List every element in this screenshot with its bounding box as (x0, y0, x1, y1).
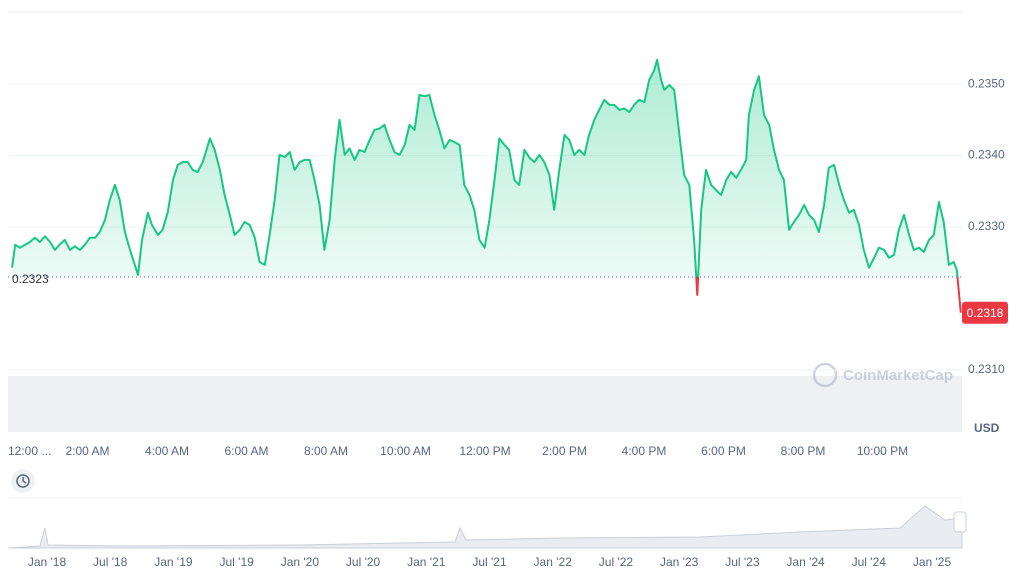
navigator-label: Jul '23 (725, 555, 760, 569)
navigator-label: Jan '20 (281, 555, 320, 569)
price-line (11, 58, 959, 277)
reference-label: 0.2323 (12, 272, 49, 286)
navigator-label: Jul '20 (346, 555, 381, 569)
navigator-overview (7, 505, 963, 549)
x-tick-label: 8:00 AM (304, 444, 348, 458)
y-tick-label: 0.2310 (968, 362, 1005, 376)
x-tick-label: 4:00 AM (145, 444, 189, 458)
y-tick-label: 0.2330 (968, 219, 1005, 233)
navigator-label: Jul '19 (219, 555, 254, 569)
watermark: CoinMarketCap (812, 362, 953, 388)
navigator-handle[interactable] (953, 511, 967, 533)
navigator-label: Jul '22 (599, 555, 634, 569)
y-tick-label: 0.2340 (968, 148, 1005, 162)
x-tick-label: 6:00 PM (701, 444, 746, 458)
x-tick-label: 10:00 AM (380, 444, 431, 458)
navigator-label: Jan '18 (28, 555, 67, 569)
navigator[interactable] (7, 497, 967, 549)
navigator-label: Jan '21 (407, 555, 446, 569)
navigator-label: Jan '24 (786, 555, 825, 569)
last-price-badge (962, 301, 1008, 324)
x-tick-label: 2:00 PM (542, 444, 587, 458)
navigator-label: Jan '19 (154, 555, 193, 569)
x-tick-label: 2:00 AM (65, 444, 109, 458)
price-area (11, 59, 961, 277)
navigator-label: Jan '25 (913, 555, 952, 569)
navigator-label: Jan '23 (660, 555, 699, 569)
watermark-text: CoinMarketCap (843, 367, 953, 384)
navigator-label: Jul '24 (852, 555, 887, 569)
volume-band (8, 376, 962, 432)
y-unit: USD (974, 421, 1000, 435)
navigator-label: Jan '22 (534, 555, 573, 569)
x-tick-label: 8:00 PM (781, 444, 826, 458)
history-button[interactable] (11, 469, 35, 493)
last-price-label: 0.2318 (967, 306, 1004, 320)
x-tick-label: 10:00 PM (857, 444, 908, 458)
x-tick-label: 6:00 AM (224, 444, 268, 458)
x-tick-label: 12:00 ... (8, 444, 51, 458)
navigator-label: Jul '18 (93, 555, 128, 569)
y-tick-label: 0.2350 (968, 76, 1005, 90)
x-tick-label: 4:00 PM (622, 444, 667, 458)
navigator-label: Jul '21 (472, 555, 507, 569)
x-tick-label: 12:00 PM (459, 444, 510, 458)
